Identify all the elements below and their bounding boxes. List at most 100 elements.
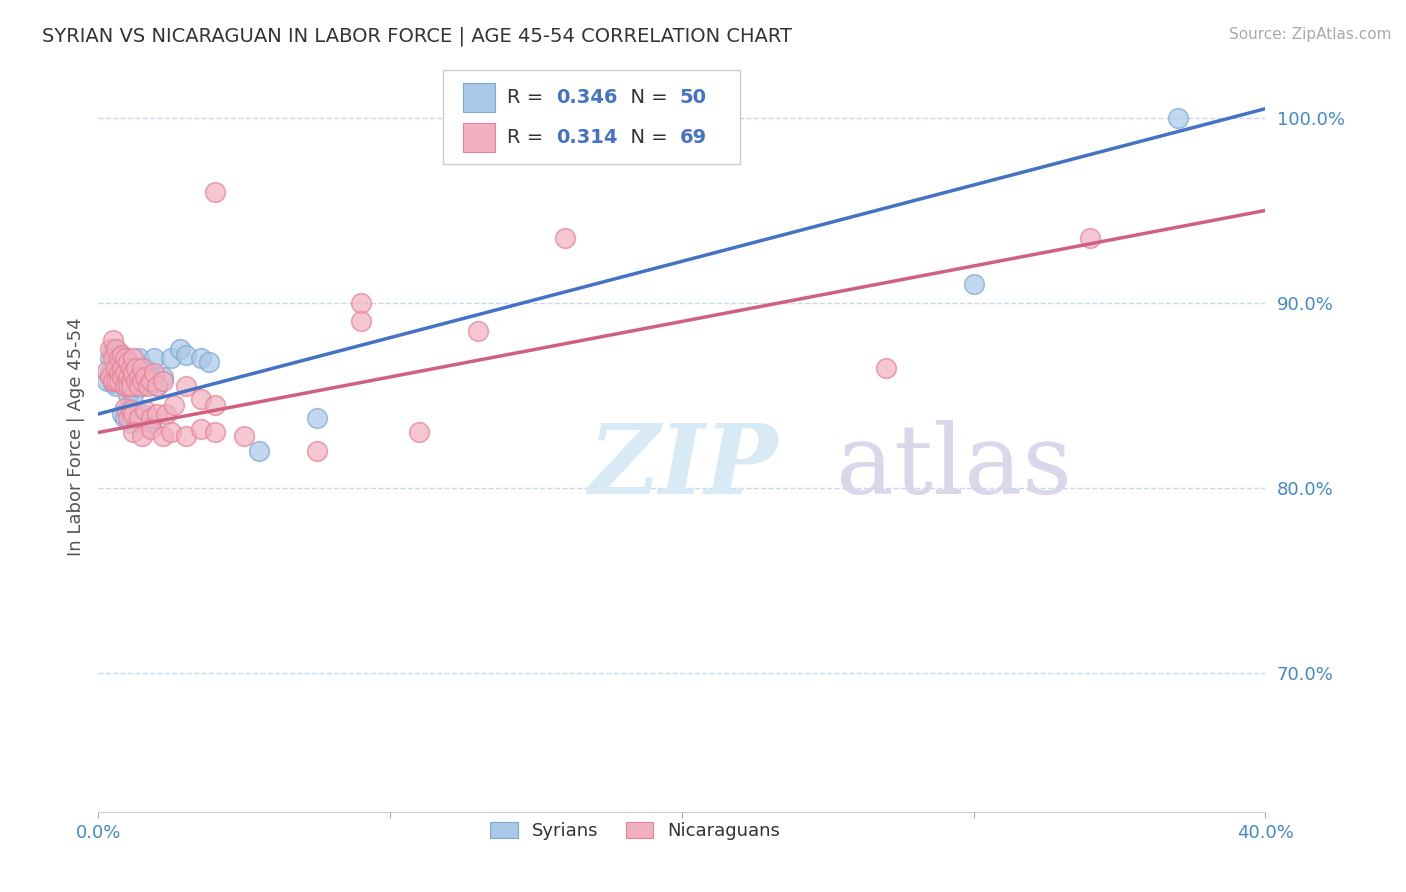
Point [142, 366, 165, 380]
Point [111, 407, 134, 421]
Point [111, 370, 134, 384]
Point [125, 360, 148, 375]
Point [962, 277, 984, 292]
Point [146, 407, 169, 421]
Text: 69: 69 [679, 128, 707, 147]
Point [152, 429, 174, 443]
Point [875, 360, 897, 375]
Point [122, 425, 145, 440]
Point [131, 407, 153, 421]
Point [128, 351, 150, 366]
Point [125, 379, 148, 393]
Point [1080, 231, 1102, 245]
Point [350, 296, 373, 310]
Point [111, 348, 134, 362]
Point [101, 376, 124, 390]
Point [152, 374, 174, 388]
Point [101, 351, 124, 366]
Point [117, 410, 139, 425]
Text: 0.346: 0.346 [555, 88, 617, 107]
Point [104, 374, 127, 388]
Point [111, 351, 134, 366]
Legend: Syrians, Nicaraguans: Syrians, Nicaraguans [484, 815, 787, 847]
Point [117, 379, 139, 393]
Point [122, 351, 145, 366]
Point [139, 374, 162, 388]
Point [160, 351, 183, 366]
FancyBboxPatch shape [443, 70, 741, 163]
Point [101, 374, 124, 388]
Point [408, 425, 430, 440]
Point [104, 360, 127, 375]
Point [190, 422, 212, 436]
Point [114, 379, 136, 393]
Point [120, 374, 142, 388]
Point [104, 379, 127, 393]
Point [198, 355, 221, 369]
Point [125, 374, 148, 388]
Point [131, 379, 153, 393]
Point [108, 374, 131, 388]
Point [104, 370, 127, 384]
Point [108, 366, 131, 380]
Point [131, 429, 153, 443]
Point [122, 388, 145, 402]
Point [134, 370, 156, 384]
Text: 0.314: 0.314 [555, 128, 617, 147]
Point [131, 360, 153, 375]
Point [139, 416, 162, 430]
Point [108, 370, 131, 384]
Point [155, 407, 177, 421]
Point [160, 425, 183, 440]
Point [98, 342, 121, 356]
Text: N =: N = [617, 88, 673, 107]
Point [101, 333, 124, 347]
Point [98, 370, 121, 384]
Point [134, 403, 156, 417]
Point [122, 366, 145, 380]
Point [111, 374, 134, 388]
Point [117, 388, 139, 402]
Point [152, 370, 174, 384]
Point [204, 185, 226, 199]
Point [1167, 111, 1189, 125]
Point [120, 370, 142, 384]
Point [120, 383, 142, 397]
Text: ZIP: ZIP [589, 420, 778, 514]
Point [114, 366, 136, 380]
Point [163, 398, 186, 412]
Point [101, 360, 124, 375]
Point [190, 392, 212, 406]
Point [122, 370, 145, 384]
Point [96, 374, 118, 388]
Point [120, 403, 142, 417]
Text: N =: N = [617, 128, 673, 147]
Point [108, 346, 131, 360]
Point [174, 348, 197, 362]
Text: SYRIAN VS NICARAGUAN IN LABOR FORCE | AGE 45-54 CORRELATION CHART: SYRIAN VS NICARAGUAN IN LABOR FORCE | AG… [42, 27, 792, 46]
Point [114, 351, 136, 366]
Point [114, 401, 136, 416]
Point [98, 366, 121, 380]
Point [467, 324, 489, 338]
Point [117, 374, 139, 388]
Point [136, 374, 159, 388]
Point [307, 410, 329, 425]
Point [111, 360, 134, 375]
Point [120, 416, 142, 430]
Point [350, 314, 373, 328]
Point [190, 351, 212, 366]
Point [204, 398, 226, 412]
Point [128, 374, 150, 388]
Point [114, 379, 136, 393]
Point [204, 425, 226, 440]
Point [117, 366, 139, 380]
Point [142, 351, 165, 366]
Point [108, 360, 131, 375]
Point [117, 355, 139, 369]
Point [125, 410, 148, 425]
Point [139, 410, 162, 425]
Point [101, 342, 124, 356]
Point [136, 379, 159, 393]
Point [139, 370, 162, 384]
